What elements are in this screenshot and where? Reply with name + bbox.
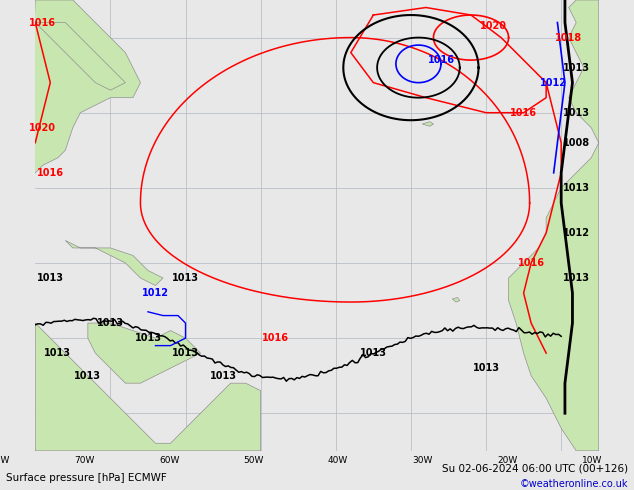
Polygon shape [422,122,434,126]
Text: 1013: 1013 [360,348,387,358]
Text: 1016: 1016 [517,258,545,268]
Text: 1016: 1016 [37,168,64,178]
Text: 70W: 70W [74,456,94,465]
Text: 50W: 50W [243,456,264,465]
Text: 1016: 1016 [262,333,289,343]
Polygon shape [36,323,261,451]
Text: Surface pressure [hPa] ECMWF: Surface pressure [hPa] ECMWF [6,473,167,483]
Text: 1008: 1008 [562,138,590,148]
Text: 1013: 1013 [472,363,500,373]
Text: Su 02-06-2024 06:00 UTC (00+126): Su 02-06-2024 06:00 UTC (00+126) [441,464,628,473]
Text: 1013: 1013 [172,348,199,358]
Text: 1016: 1016 [510,108,537,118]
Text: 1012: 1012 [563,228,590,238]
Text: 1013: 1013 [210,370,236,381]
Text: 1018: 1018 [555,32,582,43]
Text: 1013: 1013 [97,318,124,328]
Text: 1016: 1016 [29,18,56,27]
Text: 20W: 20W [497,456,517,465]
Text: 30W: 30W [413,456,433,465]
Text: 1013: 1013 [74,370,101,381]
Polygon shape [88,323,200,383]
Text: 1013: 1013 [44,348,71,358]
Text: 1020: 1020 [480,21,507,31]
Polygon shape [36,23,126,90]
Polygon shape [28,0,141,180]
Text: 1013: 1013 [563,108,590,118]
Text: 1012: 1012 [142,288,169,298]
Text: 1012: 1012 [540,77,567,88]
Text: 1013: 1013 [563,63,590,73]
Text: 1020: 1020 [29,122,56,133]
Text: 60W: 60W [159,456,179,465]
Text: 1013: 1013 [563,273,590,283]
Text: 80W: 80W [0,456,10,465]
Text: 1013: 1013 [37,273,64,283]
Text: 1013: 1013 [172,273,199,283]
Text: 1013: 1013 [134,333,162,343]
Polygon shape [65,241,163,286]
Text: 1016: 1016 [427,55,455,65]
Text: ©weatheronline.co.uk: ©weatheronline.co.uk [519,479,628,489]
Text: 1013: 1013 [563,183,590,193]
Polygon shape [508,0,598,451]
Text: 10W: 10W [581,456,602,465]
Text: 40W: 40W [328,456,348,465]
Polygon shape [452,297,460,302]
